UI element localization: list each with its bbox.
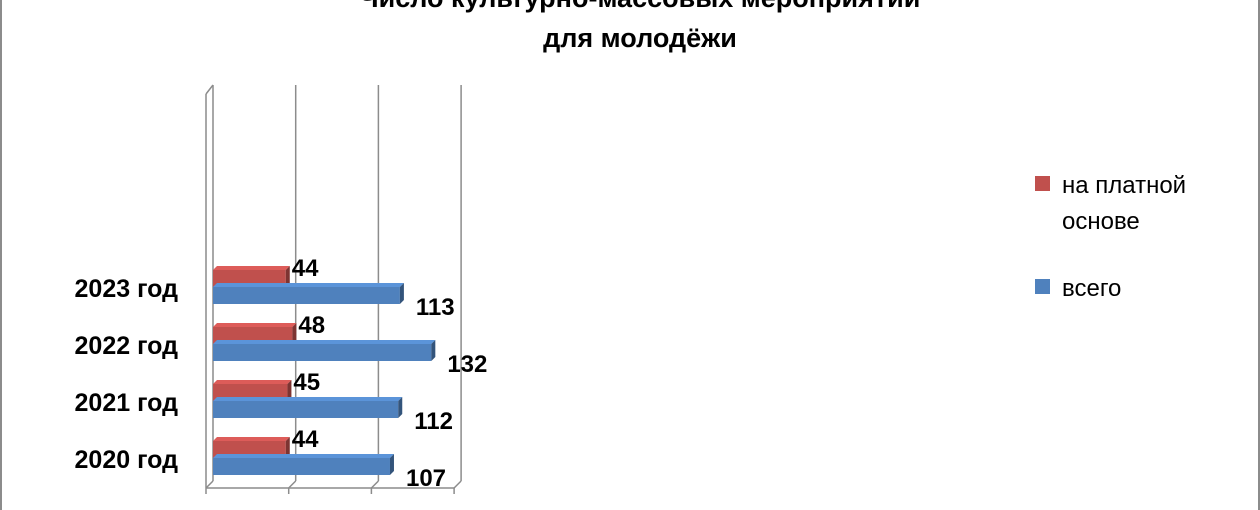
frame-border-left xyxy=(0,0,2,510)
legend-item-paid: на платной основе xyxy=(1035,168,1186,240)
frame-border-right xyxy=(1258,0,1260,510)
legend-swatch-total xyxy=(1035,279,1050,294)
bar-top-paid-0 xyxy=(213,266,290,270)
bar-top-paid-3 xyxy=(213,437,290,441)
legend-label-paid: на платной основе xyxy=(1062,168,1186,240)
gridline-depth-50 xyxy=(288,480,297,489)
data-label-paid-3: 44 xyxy=(292,426,319,453)
bar-end-paid-2 xyxy=(287,380,292,401)
data-label-total-2: 112 xyxy=(414,408,453,435)
bar-paid-1 xyxy=(213,327,293,344)
chart-title-line-2: для молодёжи xyxy=(543,23,737,53)
bar-paid-0 xyxy=(213,270,286,287)
data-label-paid-2: 45 xyxy=(293,369,320,396)
bar-top-total-3 xyxy=(213,454,394,458)
category-label-3: 2020 год xyxy=(75,446,179,474)
bar-end-total-2 xyxy=(398,397,403,418)
bar-top-total-0 xyxy=(213,283,404,287)
data-label-paid-0: 44 xyxy=(292,255,319,282)
data-label-total-1: 132 xyxy=(447,351,487,378)
legend-label-paid-line-2: основе xyxy=(1062,208,1140,235)
category-label-1: 2022 год xyxy=(75,332,179,360)
legend-item-total: всего xyxy=(1035,271,1121,307)
bar-top-paid-1 xyxy=(213,323,297,327)
bar-total-1 xyxy=(213,344,432,361)
bar-end-total-3 xyxy=(389,454,394,475)
gridline-depth-0 xyxy=(205,480,214,489)
wall-depth-edge xyxy=(205,84,214,95)
legend-label-paid-line-1: на платной xyxy=(1062,172,1187,199)
bar-end-total-0 xyxy=(399,283,404,304)
gridline-depth-150 xyxy=(453,480,462,489)
legend-label-total: всего xyxy=(1062,275,1122,302)
bar-end-paid-1 xyxy=(292,323,297,344)
bar-total-3 xyxy=(213,458,390,475)
bar-total-0 xyxy=(213,287,400,304)
bar-end-paid-3 xyxy=(285,437,290,458)
bar-top-total-2 xyxy=(213,397,403,401)
category-label-2: 2021 год xyxy=(75,389,179,417)
chart-title: Число культурно-массовых мероприятий для… xyxy=(0,0,1260,58)
data-label-total-3: 107 xyxy=(406,465,446,492)
bar-total-2 xyxy=(213,401,399,418)
bar-end-paid-0 xyxy=(285,266,290,287)
legend-swatch-paid xyxy=(1035,176,1050,191)
bar-paid-2 xyxy=(213,384,288,401)
bar-end-total-1 xyxy=(431,340,436,361)
gridline-depth-100 xyxy=(370,480,379,489)
chart-title-line-1: Число культурно-массовых мероприятий xyxy=(0,0,1260,18)
data-label-total-0: 113 xyxy=(416,294,455,321)
bar-top-total-1 xyxy=(213,340,436,344)
bar-paid-3 xyxy=(213,441,286,458)
bar-top-paid-2 xyxy=(213,380,292,384)
data-label-paid-1: 48 xyxy=(298,312,325,339)
category-label-0: 2023 год xyxy=(75,275,179,303)
